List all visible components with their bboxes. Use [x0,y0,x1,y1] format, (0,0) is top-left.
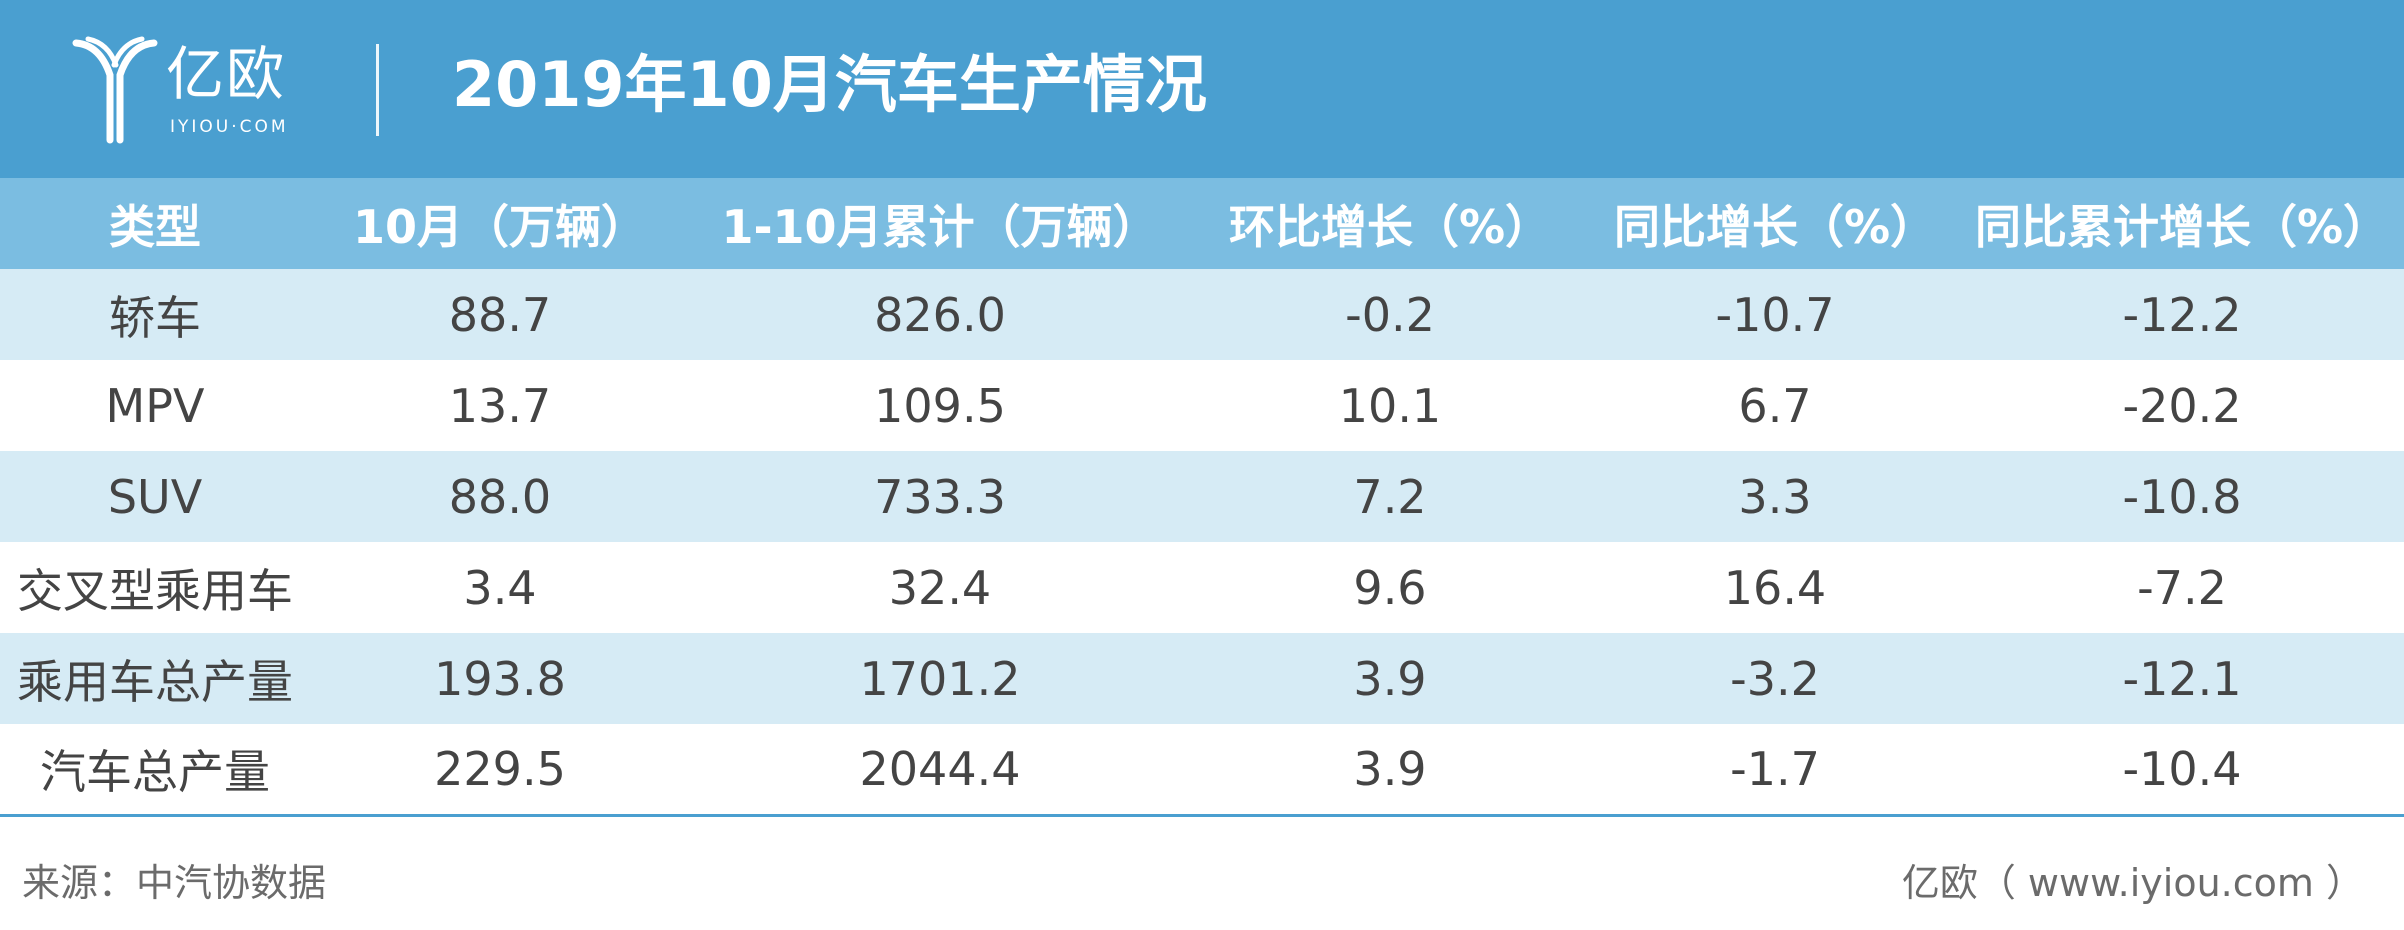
column-header-yoy: 同比增长（%） [1590,178,1960,269]
iyiou-logo-icon [72,36,158,144]
source-note: 来源：中汽协数据 [22,861,327,905]
cell-yoy-ytd: -12.1 [1960,633,2404,724]
cell-ytd: 1701.2 [690,633,1190,724]
cell-october: 13.7 [310,360,690,451]
table-row: MPV 13.7 109.5 10.1 6.7 -20.2 [0,360,2404,451]
cell-ytd: 2044.4 [690,724,1190,817]
header-divider [376,44,379,136]
cell-yoy-ytd: -10.8 [1960,451,2404,542]
logo-name: 亿欧 [166,40,287,108]
cell-october: 193.8 [310,633,690,724]
cell-type: SUV [0,451,310,542]
header-banner: 亿欧 IYIOU·COM 2019年10月汽车生产情况 [0,0,2404,178]
table-header-row: 类型 10月（万辆） 1-10月累计（万辆） 环比增长（%） 同比增长（%） 同… [0,178,2404,269]
cell-ytd: 32.4 [690,542,1190,633]
cell-october: 229.5 [310,724,690,817]
cell-mom: 10.1 [1190,360,1590,451]
cell-yoy: 6.7 [1590,360,1960,451]
cell-mom: 7.2 [1190,451,1590,542]
page-title: 2019年10月汽车生产情况 [452,48,1207,121]
cell-ytd: 733.3 [690,451,1190,542]
credit-note: 亿欧（ www.iyiou.com ） [1901,861,2364,905]
table-row: 交叉型乘用车 3.4 32.4 9.6 16.4 -7.2 [0,542,2404,633]
table-row: 轿车 88.7 826.0 -0.2 -10.7 -12.2 [0,269,2404,360]
cell-type: 汽车总产量 [0,724,310,817]
table-row: 汽车总产量 229.5 2044.4 3.9 -1.7 -10.4 [0,724,2404,817]
cell-yoy: -3.2 [1590,633,1960,724]
cell-mom: 9.6 [1190,542,1590,633]
cell-mom: 3.9 [1190,724,1590,817]
cell-type: MPV [0,360,310,451]
cell-yoy-ytd: -10.4 [1960,724,2404,817]
cell-mom: 3.9 [1190,633,1590,724]
table-row: 乘用车总产量 193.8 1701.2 3.9 -3.2 -12.1 [0,633,2404,724]
cell-yoy: -1.7 [1590,724,1960,817]
production-table: 类型 10月（万辆） 1-10月累计（万辆） 环比增长（%） 同比增长（%） 同… [0,178,2404,817]
cell-october: 88.7 [310,269,690,360]
column-header-ytd: 1-10月累计（万辆） [690,178,1190,269]
cell-ytd: 109.5 [690,360,1190,451]
brand-logo: 亿欧 IYIOU·COM [70,35,320,145]
column-header-mom: 环比增长（%） [1190,178,1590,269]
cell-october: 3.4 [310,542,690,633]
cell-type: 乘用车总产量 [0,633,310,724]
cell-yoy: 16.4 [1590,542,1960,633]
cell-yoy-ytd: -12.2 [1960,269,2404,360]
cell-ytd: 826.0 [690,269,1190,360]
column-header-type: 类型 [0,178,310,269]
table-row: SUV 88.0 733.3 7.2 3.3 -10.8 [0,451,2404,542]
cell-yoy-ytd: -20.2 [1960,360,2404,451]
cell-yoy: 3.3 [1590,451,1960,542]
cell-type: 轿车 [0,269,310,360]
column-header-october: 10月（万辆） [310,178,690,269]
cell-yoy-ytd: -7.2 [1960,542,2404,633]
cell-october: 88.0 [310,451,690,542]
cell-mom: -0.2 [1190,269,1590,360]
column-header-yoy-ytd: 同比累计增长（%） [1960,178,2404,269]
logo-domain: IYIOU·COM [170,117,289,137]
cell-type: 交叉型乘用车 [0,542,310,633]
cell-yoy: -10.7 [1590,269,1960,360]
